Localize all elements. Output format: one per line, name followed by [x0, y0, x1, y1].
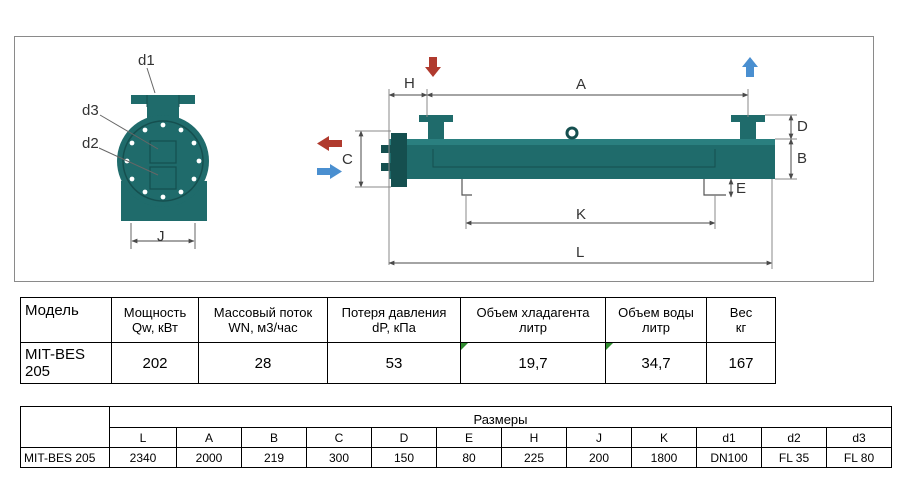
performance-table: Модель Мощность Массовый поток Потеря да…	[20, 297, 776, 384]
header-power: Мощность	[111, 297, 199, 320]
technical-drawing: d1 d3 d2 J	[14, 36, 874, 282]
label-e: E	[736, 180, 746, 197]
dimension-header-a: A	[176, 427, 242, 448]
label-d2: d2	[82, 135, 99, 152]
water-out-arrow-icon	[742, 57, 758, 77]
label-d3: d3	[82, 102, 99, 119]
dimension-header-d: D	[371, 427, 437, 448]
header-weight-unit: кг	[706, 320, 776, 343]
label-c: C	[342, 151, 353, 168]
label-k: K	[576, 206, 586, 223]
dimension-header-l: L	[109, 427, 177, 448]
dimension-value-b: 219	[241, 447, 307, 468]
dimension-header-e: E	[436, 427, 502, 448]
header-mass-flow: Массовый поток	[198, 297, 328, 320]
header-power-unit: Qw, кВт	[111, 320, 199, 343]
dimension-value-c: 300	[306, 447, 372, 468]
value-weight: 167	[706, 342, 776, 384]
dimension-value-d3: FL 80	[826, 447, 892, 468]
dimension-value-a: 2000	[176, 447, 242, 468]
dimension-value-d2: FL 35	[761, 447, 827, 468]
label-d: D	[797, 118, 808, 135]
dimension-value-e: 80	[436, 447, 502, 468]
header-refrigerant-volume: Объем хладагента	[460, 297, 606, 320]
value-water-volume-text: 34,7	[641, 354, 671, 372]
dimension-value-d1: DN100	[696, 447, 762, 468]
value-power: 202	[111, 342, 199, 384]
header-water-volume: Объем воды	[605, 297, 707, 320]
value-refrigerant-volume: 19,7	[460, 342, 606, 384]
dimension-header-d3: d3	[826, 427, 892, 448]
side-view	[381, 115, 775, 196]
cell-comment-marker-icon	[461, 343, 468, 350]
performance-header-row-2: Qw, кВт WN, м3/час dP, кПа литр литр кг	[21, 320, 776, 343]
dimension-header-j: J	[566, 427, 632, 448]
front-view	[117, 95, 209, 221]
dimension-header-d1: d1	[696, 427, 762, 448]
value-pressure-drop: 53	[327, 342, 461, 384]
dimension-value-l: 2340	[109, 447, 177, 468]
header-water-volume-unit: литр	[605, 320, 707, 343]
value-model: MIT-BES 205	[20, 342, 112, 384]
drawing-svg: d1 d3 d2 J	[82, 52, 808, 269]
performance-header-row-1: Модель Мощность Массовый поток Потеря да…	[20, 297, 776, 343]
header-mass-flow-unit: WN, м3/час	[198, 320, 328, 343]
dimension-value-h: 225	[501, 447, 567, 468]
label-j: J	[157, 228, 165, 245]
value-refrigerant-volume-text: 19,7	[518, 354, 548, 372]
header-pressure-drop-unit: dP, кПа	[327, 320, 461, 343]
header-refrigerant-volume-unit: литр	[460, 320, 606, 343]
label-b: B	[797, 150, 807, 167]
value-water-volume: 34,7	[605, 342, 707, 384]
dimensions-value-row: MIT-BES 205 2340 2000 219 300 150 80 225 200 180…	[20, 447, 892, 468]
header-pressure-drop: Потеря давления	[327, 297, 461, 320]
water-in-arrow-icon	[425, 57, 441, 77]
dimension-header-b: B	[241, 427, 307, 448]
flow-arrows	[317, 57, 758, 179]
label-d1: d1	[138, 52, 155, 69]
dimension-header-c: C	[306, 427, 372, 448]
label-h: H	[404, 75, 415, 92]
refrigerant-in-arrow-icon	[317, 164, 342, 179]
header-model: Модель	[20, 297, 112, 343]
dimension-value-k: 1800	[631, 447, 697, 468]
dimension-header-k: K	[631, 427, 697, 448]
dimensions-title: Размеры	[109, 406, 892, 428]
refrigerant-out-arrow-icon	[317, 136, 342, 151]
value-mass-flow: 28	[198, 342, 328, 384]
dimension-header-d2: d2	[761, 427, 827, 448]
cell-comment-marker-icon	[606, 343, 613, 350]
label-l: L	[576, 244, 584, 261]
label-a: A	[576, 76, 586, 93]
dimension-value-d: 150	[371, 447, 437, 468]
dimension-header-h: H	[501, 427, 567, 448]
dimension-value-j: 200	[566, 447, 632, 468]
dimensions-model: MIT-BES 205	[20, 447, 110, 468]
performance-value-row: MIT-BES 205 202 28 53 19,7 34,7 167	[20, 342, 776, 384]
side-dimensions	[355, 89, 797, 269]
dimensions-title-row: Размеры	[20, 406, 892, 448]
header-weight: Вес	[706, 297, 776, 320]
dimensions-corner	[20, 406, 110, 448]
front-leaders	[98, 67, 196, 249]
